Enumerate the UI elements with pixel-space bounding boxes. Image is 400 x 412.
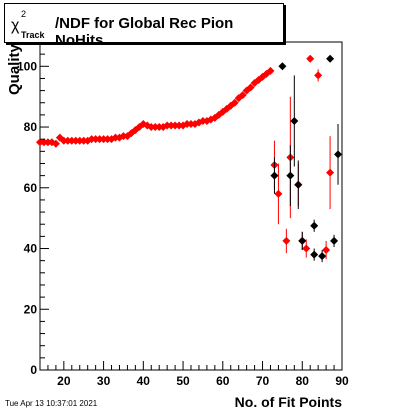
black-data-point [310, 250, 319, 259]
black-data-point [278, 62, 287, 71]
black-data-point [326, 54, 335, 63]
red-data-point [322, 246, 331, 255]
y-tick-label: 0 [30, 363, 37, 377]
red-data-point [266, 66, 275, 75]
y-tick-label: 100 [17, 59, 37, 73]
red-data-point [302, 244, 311, 253]
red-data-point [230, 98, 239, 107]
x-tick-label: 50 [176, 374, 190, 388]
x-tick-label: 40 [137, 374, 151, 388]
title-subscript: Track [21, 30, 45, 40]
x-tick-label: 20 [57, 374, 71, 388]
black-data-point [318, 252, 327, 261]
x-tick-label: 90 [335, 374, 349, 388]
red-data-point [238, 91, 247, 100]
y-tick-label: 60 [24, 181, 38, 195]
y-tick-label: 40 [24, 242, 38, 256]
chart-title-box: χ 2 Track /NDF for Global Rec Pion NoHit… [4, 3, 284, 49]
black-data-point [334, 150, 343, 159]
y-axis-label-text: Quality [6, 44, 23, 95]
red-data-point [143, 121, 152, 130]
red-data-point [274, 189, 283, 198]
black-data-point [290, 116, 299, 125]
y-tick-label: 20 [24, 302, 38, 316]
black-data-point [310, 221, 319, 230]
x-tick-label: 60 [216, 374, 230, 388]
black-data-point [270, 171, 279, 180]
title-superscript: 2 [21, 9, 27, 19]
red-data-point [326, 168, 335, 177]
black-data-point [330, 236, 339, 245]
x-tick-label: 30 [97, 374, 111, 388]
red-data-point [51, 139, 60, 148]
black-data-point [286, 171, 295, 180]
red-data-point [306, 54, 315, 63]
black-data-point [294, 180, 303, 189]
y-axis-label: Quality [6, 44, 23, 95]
plot-frame [39, 41, 343, 371]
title-chi: χ [11, 17, 20, 34]
x-tick-label: 80 [296, 374, 310, 388]
x-tick-label: 70 [256, 374, 270, 388]
chart-title: /NDF for Global Rec Pion NoHits [55, 15, 234, 49]
x-axis-label: No. of Fit Points [234, 394, 342, 410]
timestamp: Tue Apr 13 10:37:01 2021 [5, 399, 98, 408]
red-data-point [282, 236, 291, 245]
y-tick-label: 80 [24, 120, 38, 134]
black-data-point [298, 236, 307, 245]
red-data-point [314, 71, 323, 80]
red-data-point [246, 83, 255, 92]
